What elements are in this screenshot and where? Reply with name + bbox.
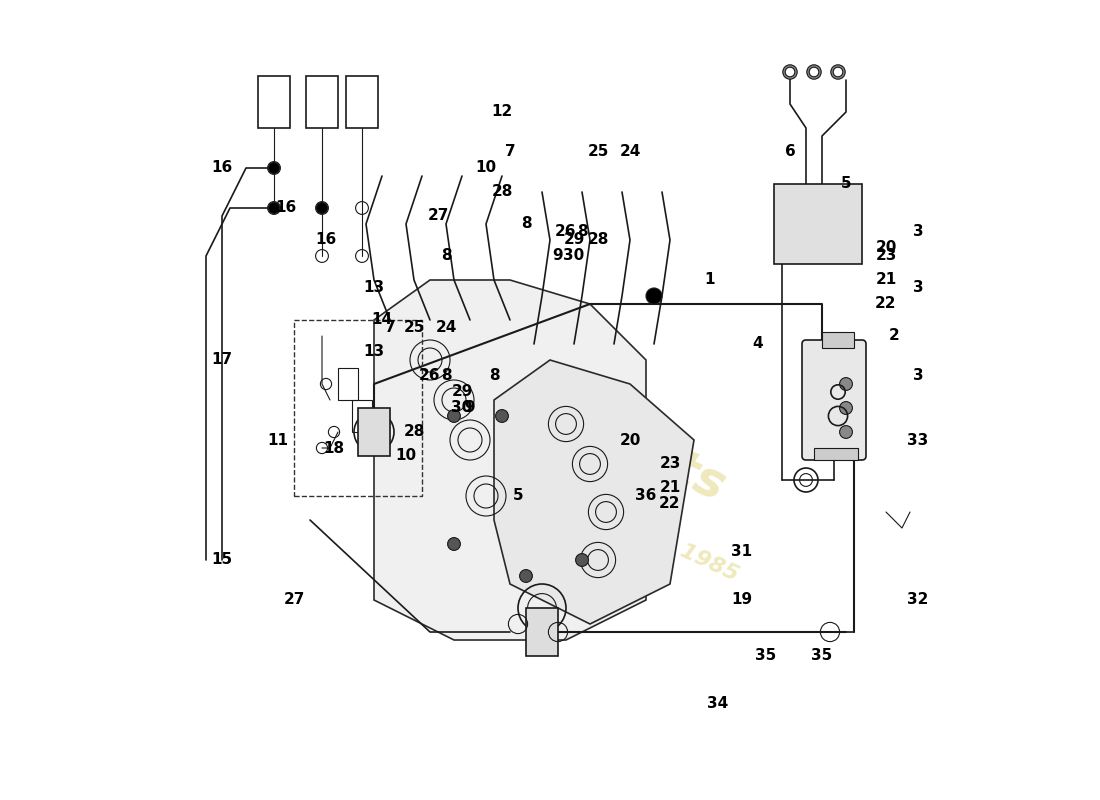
Circle shape: [830, 65, 845, 79]
Circle shape: [839, 426, 853, 438]
Bar: [294, 320, 422, 496]
Text: 19: 19: [732, 593, 752, 607]
Text: 9: 9: [464, 401, 475, 415]
Circle shape: [783, 65, 798, 79]
Bar: [352, 400, 373, 432]
Text: 28: 28: [492, 185, 513, 199]
Text: 10: 10: [475, 161, 496, 175]
Circle shape: [833, 67, 843, 77]
Text: 11: 11: [267, 433, 288, 447]
Text: 32: 32: [908, 593, 928, 607]
Text: 9: 9: [552, 249, 563, 263]
Bar: [822, 332, 854, 348]
Circle shape: [810, 67, 818, 77]
Text: 25: 25: [404, 321, 425, 335]
Text: 26: 26: [419, 369, 441, 383]
Text: 28: 28: [587, 233, 608, 247]
Circle shape: [448, 538, 461, 550]
Text: 14: 14: [372, 313, 393, 327]
Text: 8: 8: [441, 249, 451, 263]
Text: 20: 20: [876, 241, 896, 255]
Text: 22: 22: [659, 497, 681, 511]
Circle shape: [839, 402, 853, 414]
Text: 25: 25: [587, 145, 608, 159]
Text: 4: 4: [752, 337, 763, 351]
Text: 28: 28: [404, 425, 425, 439]
Text: 13: 13: [363, 281, 385, 295]
Text: 35: 35: [756, 649, 777, 663]
Text: 2: 2: [889, 329, 900, 343]
Text: 34: 34: [707, 697, 728, 711]
Text: 24: 24: [436, 321, 456, 335]
Circle shape: [496, 410, 508, 422]
Text: 10: 10: [395, 449, 417, 463]
Text: 16: 16: [275, 201, 297, 215]
Bar: [306, 76, 338, 128]
Text: 27: 27: [427, 209, 449, 223]
Text: 24: 24: [619, 145, 640, 159]
Bar: [258, 76, 290, 128]
Text: 6: 6: [784, 145, 795, 159]
Text: 31: 31: [732, 545, 752, 559]
Text: 27: 27: [284, 593, 305, 607]
Circle shape: [646, 288, 662, 304]
Text: europeparts: europeparts: [399, 321, 733, 511]
Circle shape: [317, 202, 328, 214]
Text: a passion for parts since 1985: a passion for parts since 1985: [390, 407, 741, 585]
Circle shape: [519, 570, 532, 582]
Text: 20: 20: [619, 433, 640, 447]
Circle shape: [448, 410, 461, 422]
Bar: [774, 184, 862, 264]
Text: 22: 22: [876, 297, 896, 311]
Text: 21: 21: [659, 481, 681, 495]
Text: 29: 29: [563, 233, 585, 247]
Text: 1: 1: [705, 273, 715, 287]
Text: 8: 8: [488, 369, 499, 383]
Polygon shape: [374, 280, 646, 640]
Text: 16: 16: [316, 233, 337, 247]
Text: 8: 8: [520, 217, 531, 231]
Circle shape: [575, 554, 589, 566]
FancyBboxPatch shape: [802, 340, 866, 460]
Circle shape: [839, 378, 853, 390]
Text: 17: 17: [211, 353, 232, 367]
Bar: [814, 448, 858, 460]
Bar: [526, 608, 558, 656]
Text: 5: 5: [840, 177, 851, 191]
Bar: [346, 76, 378, 128]
Polygon shape: [494, 360, 694, 624]
Text: 7: 7: [505, 145, 515, 159]
Text: 13: 13: [363, 345, 385, 359]
Text: 3: 3: [913, 225, 923, 239]
Text: 36: 36: [636, 489, 657, 503]
Text: 15: 15: [211, 553, 232, 567]
Circle shape: [806, 65, 822, 79]
Circle shape: [268, 202, 279, 214]
Text: 5: 5: [513, 489, 524, 503]
Circle shape: [785, 67, 795, 77]
Text: 26: 26: [556, 225, 576, 239]
Text: 12: 12: [492, 105, 513, 119]
Text: 3: 3: [913, 281, 923, 295]
Text: 23: 23: [876, 249, 896, 263]
Text: 8: 8: [576, 225, 587, 239]
Bar: [358, 408, 390, 456]
Text: 16: 16: [211, 161, 232, 175]
Text: 30: 30: [451, 401, 473, 415]
Text: 33: 33: [908, 433, 928, 447]
Text: 8: 8: [441, 369, 451, 383]
Text: 30: 30: [563, 249, 584, 263]
Text: 35: 35: [812, 649, 833, 663]
Bar: [338, 368, 358, 400]
Text: 18: 18: [323, 441, 344, 455]
Text: 7: 7: [385, 321, 395, 335]
Text: 3: 3: [913, 369, 923, 383]
Circle shape: [268, 162, 279, 174]
Text: 21: 21: [876, 273, 896, 287]
Text: 29: 29: [451, 385, 473, 399]
Text: 23: 23: [659, 457, 681, 471]
